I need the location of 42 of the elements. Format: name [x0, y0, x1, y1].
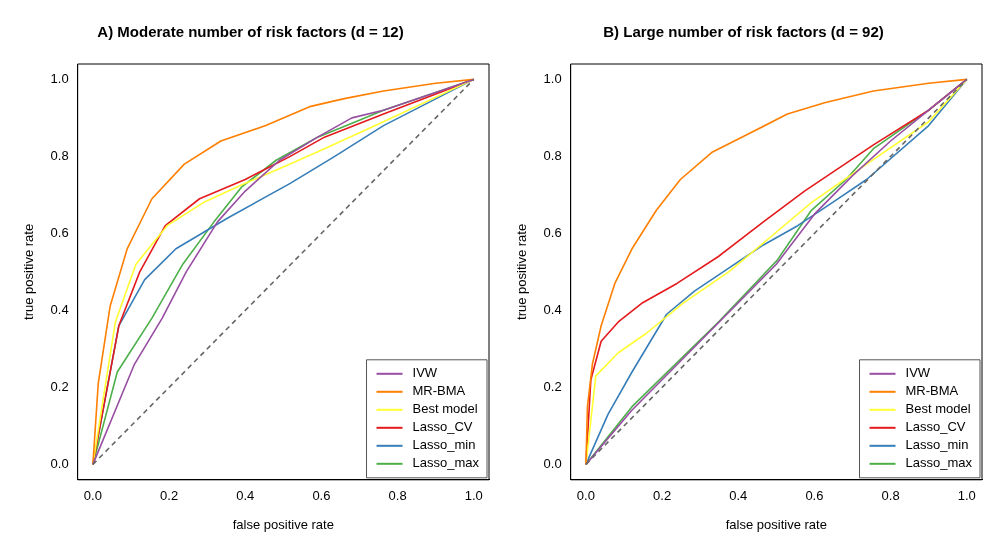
x-tick-label: 0.2: [653, 488, 672, 504]
legend-label: Lasso_CV: [905, 419, 966, 435]
legend-label: MR-BMA: [905, 383, 959, 399]
x-tick-label: 1.0: [957, 488, 976, 504]
y-tick-label: 0.0: [543, 455, 562, 471]
chart-title: A) Moderate number of risk factors (d = 12): [97, 23, 404, 41]
y-tick-label: 0.8: [543, 147, 562, 163]
x-tick-label: 1.0: [464, 488, 483, 504]
legend-label: Lasso_max: [905, 455, 973, 471]
x-tick-label: 0.8: [388, 488, 407, 504]
legend-label: IVW: [412, 365, 438, 381]
x-tick-label: 0.0: [576, 488, 595, 504]
y-tick-label: 0.6: [50, 224, 69, 240]
y-tick-label: 1.0: [50, 70, 69, 86]
legend-label: MR-BMA: [412, 383, 466, 399]
legend-label: Best model: [905, 401, 971, 417]
x-tick-label: 0.6: [312, 488, 331, 504]
y-tick-label: 0.6: [543, 224, 562, 240]
x-tick-label: 0.8: [881, 488, 900, 504]
legend-label: Lasso_min: [412, 437, 476, 453]
y-tick-label: 0.4: [543, 301, 562, 317]
y-tick-label: 0.4: [50, 301, 69, 317]
x-tick-label: 0.2: [160, 488, 179, 504]
chart-title: B) Large number of risk factors (d = 92): [603, 23, 884, 41]
x-tick-label: 0.6: [805, 488, 824, 504]
legend-label: Lasso_CV: [412, 419, 473, 435]
y-tick-label: 1.0: [543, 70, 562, 86]
x-tick-label: 0.4: [729, 488, 748, 504]
legend-label: Lasso_min: [905, 437, 969, 453]
x-tick-label: 0.4: [236, 488, 255, 504]
legend-label: Best model: [412, 401, 478, 417]
y-tick-label: 0.0: [50, 455, 69, 471]
legend-label: IVW: [905, 365, 931, 381]
legend-label: Lasso_max: [412, 455, 480, 471]
x-axis-title: false positive rate: [232, 516, 334, 532]
x-tick-label: 0.0: [83, 488, 102, 504]
x-axis-title: false positive rate: [725, 516, 827, 532]
y-tick-label: 0.2: [50, 378, 69, 394]
y-tick-label: 0.8: [50, 147, 69, 163]
y-axis-title: true positive rate: [514, 223, 530, 320]
y-tick-label: 0.2: [543, 378, 562, 394]
y-axis-title: true positive rate: [21, 223, 37, 320]
